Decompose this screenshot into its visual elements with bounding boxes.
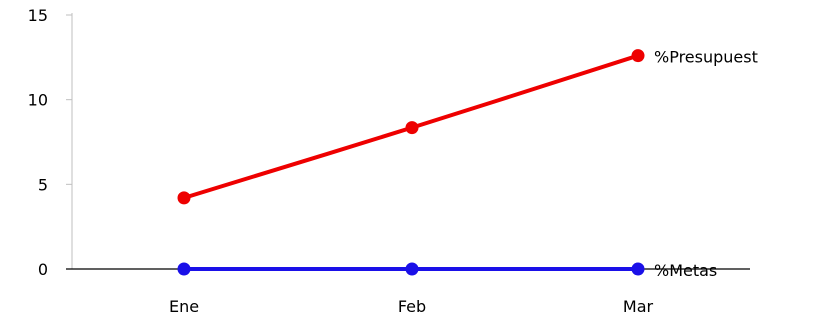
data-point: [631, 262, 645, 276]
series-layer: [177, 49, 645, 276]
y-tick-label: 0: [38, 260, 48, 279]
y-tick-label: 5: [38, 175, 48, 194]
x-tick-label: Ene: [169, 297, 199, 316]
axes-layer: [66, 13, 750, 270]
y-tick-label: 10: [28, 91, 48, 110]
data-point: [631, 49, 645, 63]
y-tick-label: 15: [28, 6, 48, 25]
x-tick-label: Mar: [623, 297, 654, 316]
data-point: [405, 262, 419, 276]
series-end-label: %Metas: [654, 261, 717, 280]
series-end-label: %Presupuest: [654, 48, 758, 67]
labels-layer: 0 5 10 15 Ene Feb Mar %Presupuest %Metas: [28, 6, 758, 316]
x-tick-label: Feb: [398, 297, 426, 316]
data-point: [177, 191, 191, 205]
data-point: [177, 262, 191, 276]
data-point: [405, 121, 419, 135]
